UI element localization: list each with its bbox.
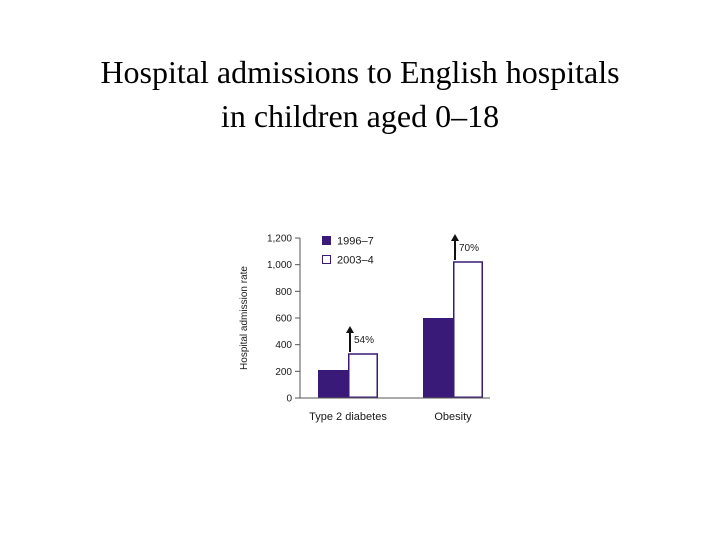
legend-swatch bbox=[322, 255, 331, 264]
y-tick-label: 200 bbox=[275, 367, 292, 378]
legend-swatch bbox=[322, 236, 331, 245]
y-tick-label: 1,000 bbox=[267, 260, 292, 271]
y-tick-label: 800 bbox=[275, 287, 292, 298]
x-category-label: Type 2 diabetes bbox=[309, 411, 387, 423]
annotation-label: 54% bbox=[354, 335, 374, 346]
legend-label: 2003–4 bbox=[337, 255, 374, 267]
y-tick-label: 0 bbox=[286, 394, 292, 405]
bar bbox=[318, 370, 348, 398]
bar bbox=[453, 261, 483, 398]
y-tick-label: 400 bbox=[275, 340, 292, 351]
legend-label: 1996–7 bbox=[337, 236, 374, 248]
bar bbox=[348, 353, 378, 398]
bar bbox=[423, 318, 453, 398]
slide-title: Hospital admissions to English hospitals… bbox=[0, 50, 720, 138]
y-tick-label: 1,200 bbox=[267, 234, 292, 245]
y-axis-label: Hospital admission rate bbox=[239, 266, 250, 370]
x-category-label: Obesity bbox=[434, 411, 472, 423]
arrow-head-icon bbox=[451, 234, 459, 241]
title-line-2: in children aged 0–18 bbox=[220, 98, 500, 134]
y-tick-label: 600 bbox=[275, 314, 292, 325]
annotation-label: 70% bbox=[459, 243, 479, 254]
title-line-1: Hospital admissions to English hospitals bbox=[100, 54, 620, 90]
arrow-head-icon bbox=[346, 326, 354, 333]
